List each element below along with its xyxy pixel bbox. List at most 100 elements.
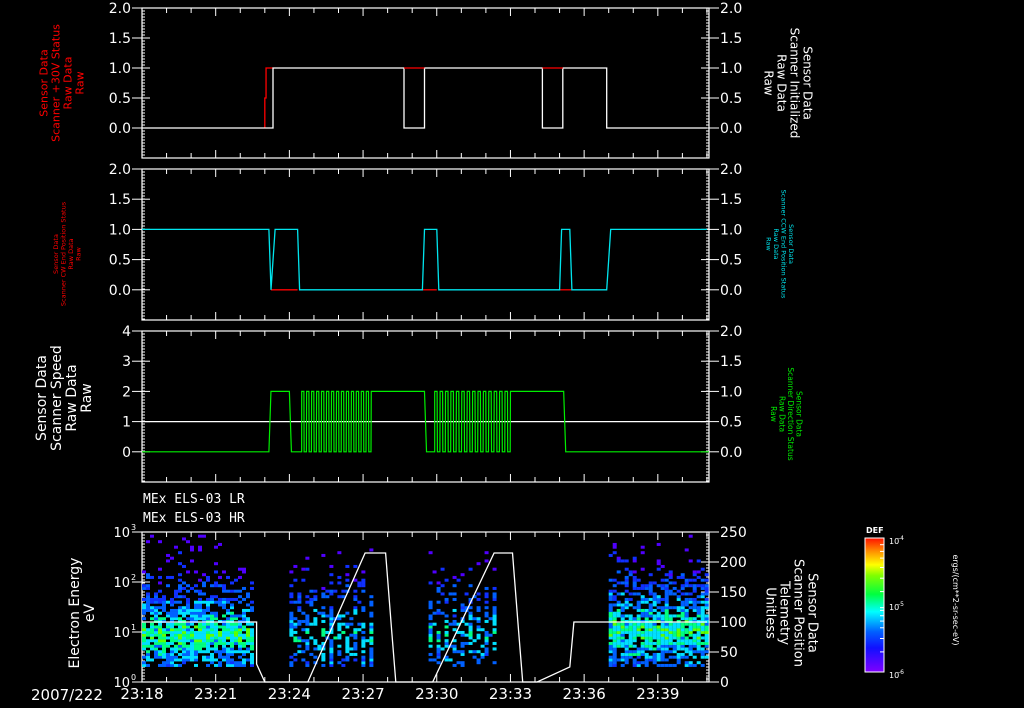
svg-text:Raw: Raw (79, 383, 95, 412)
svg-text:Scanner +30V Status: Scanner +30V Status (50, 24, 63, 142)
y-tick-label: 1 (122, 415, 131, 431)
panel2-left-label: Sensor Data Scanner CW End Position Statu… (52, 201, 82, 306)
svg-text:Sensor Data: Sensor Data (34, 355, 50, 441)
spectrogram-title-hr: MEx ELS-03 HR (143, 511, 245, 526)
colorbar-tick-label: 10 (889, 537, 899, 546)
y-tick-label: 2.0 (109, 1, 131, 17)
series-scanner-initialized (142, 67, 707, 129)
y-tick-label: 10 (113, 576, 130, 591)
colorbar-tick-label: 10 (889, 671, 899, 680)
series-scanner-position (142, 552, 707, 683)
y-tick-label: 2.0 (720, 324, 742, 340)
x-tick-label: 23:24 (268, 685, 311, 703)
y-tick-label: 0 (720, 675, 729, 691)
svg-text:Unitless: Unitless (763, 587, 778, 639)
colorbar-gradient (864, 537, 885, 673)
svg-text:ergs/(cm**2-sr-sec-eV): ergs/(cm**2-sr-sec-eV) (951, 554, 960, 645)
svg-text:Scanner CW End Position Status: Scanner CW End Position Status (59, 201, 67, 306)
svg-text:Raw Data: Raw Data (772, 228, 780, 259)
y-tick-label: 0.5 (720, 253, 742, 269)
svg-text:Scanner Initialized: Scanner Initialized (788, 28, 802, 139)
svg-text:-4: -4 (898, 535, 904, 542)
y-tick-label: 150 (720, 585, 747, 601)
colorbar-tick-label: 10 (889, 603, 899, 612)
svg-text:2: 2 (131, 573, 136, 582)
svg-text:Raw Data: Raw Data (62, 57, 75, 110)
svg-text:Sensor Data: Sensor Data (805, 573, 820, 653)
svg-text:Sensor Data: Sensor Data (794, 391, 803, 437)
svg-text:Scanner Direction Status: Scanner Direction Status (786, 367, 795, 460)
y-tick-label: 0.0 (109, 283, 131, 299)
colorbar-unit-label: ergs/(cm**2-sr-sec-eV) (951, 554, 960, 645)
svg-text:Scanner Position: Scanner Position (791, 559, 806, 667)
svg-text:Raw Data: Raw Data (775, 54, 789, 112)
x-tick-label: 23:36 (563, 685, 606, 703)
y-tick-label: 2.0 (109, 162, 131, 178)
x-tick-label: 23:30 (415, 685, 458, 703)
y-tick-label: 200 (720, 555, 747, 571)
svg-text:Sensor Data: Sensor Data (52, 234, 60, 274)
svg-text:0: 0 (131, 673, 136, 682)
y-tick-label: 0.0 (109, 121, 131, 137)
svg-text:-5: -5 (898, 601, 904, 608)
y-tick-label: 0.0 (720, 121, 742, 137)
y-tick-label: 2.0 (720, 162, 742, 178)
svg-text:Scanner CCW End Position Statu: Scanner CCW End Position Status (780, 190, 788, 299)
y-tick-label: 1.5 (720, 192, 742, 208)
svg-text:Telemetry: Telemetry (777, 580, 792, 645)
svg-text:-6: -6 (898, 669, 904, 676)
y-tick-label: 1.5 (109, 192, 131, 208)
svg-text:Raw: Raw (74, 246, 82, 260)
y-tick-label: 1.0 (720, 61, 742, 77)
svg-text:1: 1 (131, 623, 136, 632)
svg-text:Raw: Raw (762, 70, 776, 95)
panel1-left-label: Sensor Data Scanner +30V Status Raw Data Ra… (38, 24, 87, 142)
y-tick-label: 10 (113, 676, 130, 691)
y-tick-label: 250 (720, 525, 747, 541)
y-tick-label: 1.0 (109, 61, 131, 77)
svg-text:Raw: Raw (769, 406, 778, 422)
x-tick-label: 23:21 (194, 685, 237, 703)
y-tick-label: 100 (720, 615, 747, 631)
y-tick-label: 4 (122, 324, 131, 340)
x-tick-label: 23:33 (489, 685, 532, 703)
svg-text:3: 3 (131, 523, 136, 532)
svg-text:Raw Data: Raw Data (67, 238, 75, 269)
y-tick-label: 1.5 (720, 31, 742, 47)
svg-text:Raw: Raw (74, 71, 87, 94)
x-tick-label: 23:27 (341, 685, 384, 703)
y-tick-label: 0.5 (109, 253, 131, 269)
series-direction-status (142, 390, 709, 453)
svg-text:Raw: Raw (765, 237, 773, 251)
y-tick-label: 1.5 (720, 354, 742, 370)
svg-text:Scanner Speed: Scanner Speed (49, 345, 65, 451)
spectrogram-title-lr: MEx ELS-03 LR (143, 492, 245, 507)
svg-text:Sensor Data: Sensor Data (801, 46, 815, 120)
y-tick-label: 3 (122, 354, 131, 370)
y-tick-label: 0.0 (720, 283, 742, 299)
x-tick-label: 23:18 (120, 685, 163, 703)
svg-text:Electron Energy: Electron Energy (67, 558, 83, 669)
colorbar (864, 537, 885, 673)
svg-text:Sensor Data: Sensor Data (787, 224, 795, 264)
y-tick-label: 2 (122, 384, 131, 400)
y-tick-label: 1.5 (109, 31, 131, 47)
y-tick-label: 0 (122, 445, 131, 461)
y-tick-label: 1.0 (720, 384, 742, 400)
panel-frame-1 (141, 7, 710, 159)
y-tick-label: 50 (720, 645, 738, 661)
series-30v-status (264, 67, 274, 128)
y-tick-label: 10 (113, 526, 130, 541)
svg-text:eV: eV (82, 603, 98, 622)
y-tick-label: 10 (113, 626, 130, 641)
y-tick-label: 0.5 (720, 415, 742, 431)
spectrogram (142, 534, 709, 667)
colorbar-title: DEF (866, 526, 884, 535)
series-ccw-end-status (142, 228, 707, 291)
